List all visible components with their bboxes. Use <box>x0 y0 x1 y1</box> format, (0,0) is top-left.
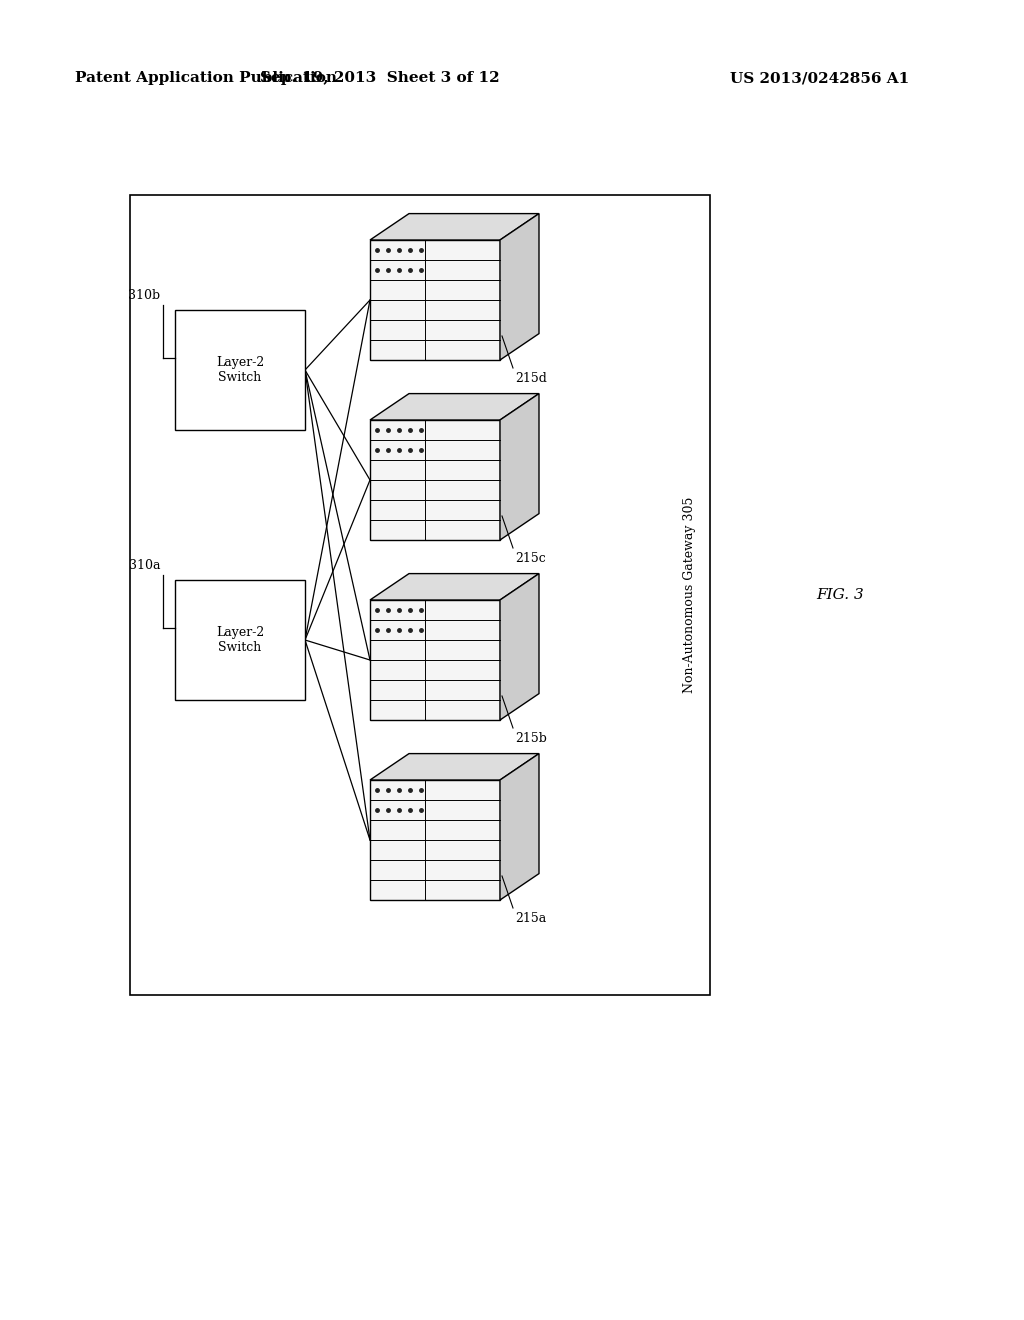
Polygon shape <box>370 393 539 420</box>
Text: 310b: 310b <box>128 289 160 302</box>
Text: 215b: 215b <box>515 733 547 744</box>
Polygon shape <box>370 754 539 780</box>
Polygon shape <box>370 214 539 240</box>
Bar <box>175 579 305 700</box>
Text: US 2013/0242856 A1: US 2013/0242856 A1 <box>730 71 909 84</box>
Text: Layer-2
Switch: Layer-2 Switch <box>216 626 264 653</box>
Polygon shape <box>500 574 539 719</box>
Text: Layer-2
Switch: Layer-2 Switch <box>216 356 264 384</box>
Text: 215a: 215a <box>515 912 546 925</box>
Text: 310a: 310a <box>128 558 160 572</box>
Bar <box>130 195 710 995</box>
Bar <box>370 780 500 900</box>
Bar <box>175 310 305 430</box>
Text: 215d: 215d <box>515 372 547 385</box>
Text: Patent Application Publication: Patent Application Publication <box>75 71 337 84</box>
Polygon shape <box>500 214 539 360</box>
Polygon shape <box>500 754 539 900</box>
Text: Sep. 19, 2013  Sheet 3 of 12: Sep. 19, 2013 Sheet 3 of 12 <box>260 71 500 84</box>
Bar <box>370 601 500 719</box>
Polygon shape <box>370 574 539 601</box>
Bar <box>370 240 500 360</box>
Text: Non-Autonomous Gateway 305: Non-Autonomous Gateway 305 <box>683 496 696 693</box>
Text: FIG. 3: FIG. 3 <box>816 587 864 602</box>
Text: 215c: 215c <box>515 552 546 565</box>
Bar <box>370 420 500 540</box>
Polygon shape <box>500 393 539 540</box>
